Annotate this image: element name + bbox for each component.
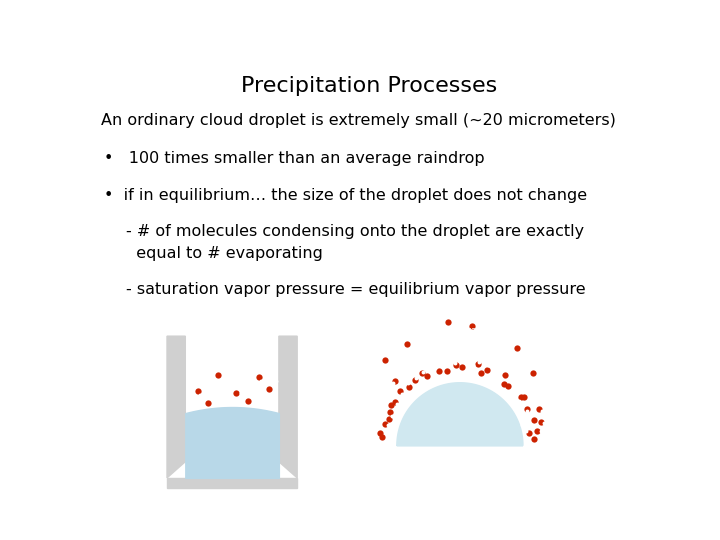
Text: Precipitation Processes: Precipitation Processes xyxy=(241,76,497,96)
Text: Cloud droplet: Cloud droplet xyxy=(431,498,488,507)
Text: Flat water surface: Flat water surface xyxy=(197,498,267,507)
Text: - saturation vapor pressure = equilibrium vapor pressure: - saturation vapor pressure = equilibriu… xyxy=(126,282,586,297)
Polygon shape xyxy=(279,336,297,478)
Text: equal to # evaporating: equal to # evaporating xyxy=(126,246,323,261)
Polygon shape xyxy=(167,336,185,478)
Polygon shape xyxy=(397,383,523,445)
Text: - # of molecules condensing onto the droplet are exactly: - # of molecules condensing onto the dro… xyxy=(126,224,585,239)
Text: •   100 times smaller than an average raindrop: • 100 times smaller than an average rain… xyxy=(104,151,485,166)
Text: Temperature, 10°C: Temperature, 10°C xyxy=(419,326,505,335)
Text: •  if in equilibrium… the size of the droplet does not change: • if in equilibrium… the size of the dro… xyxy=(104,188,587,203)
Polygon shape xyxy=(167,478,297,488)
Text: An ordinary cloud droplet is extremely small (~20 micrometers): An ordinary cloud droplet is extremely s… xyxy=(101,113,616,129)
